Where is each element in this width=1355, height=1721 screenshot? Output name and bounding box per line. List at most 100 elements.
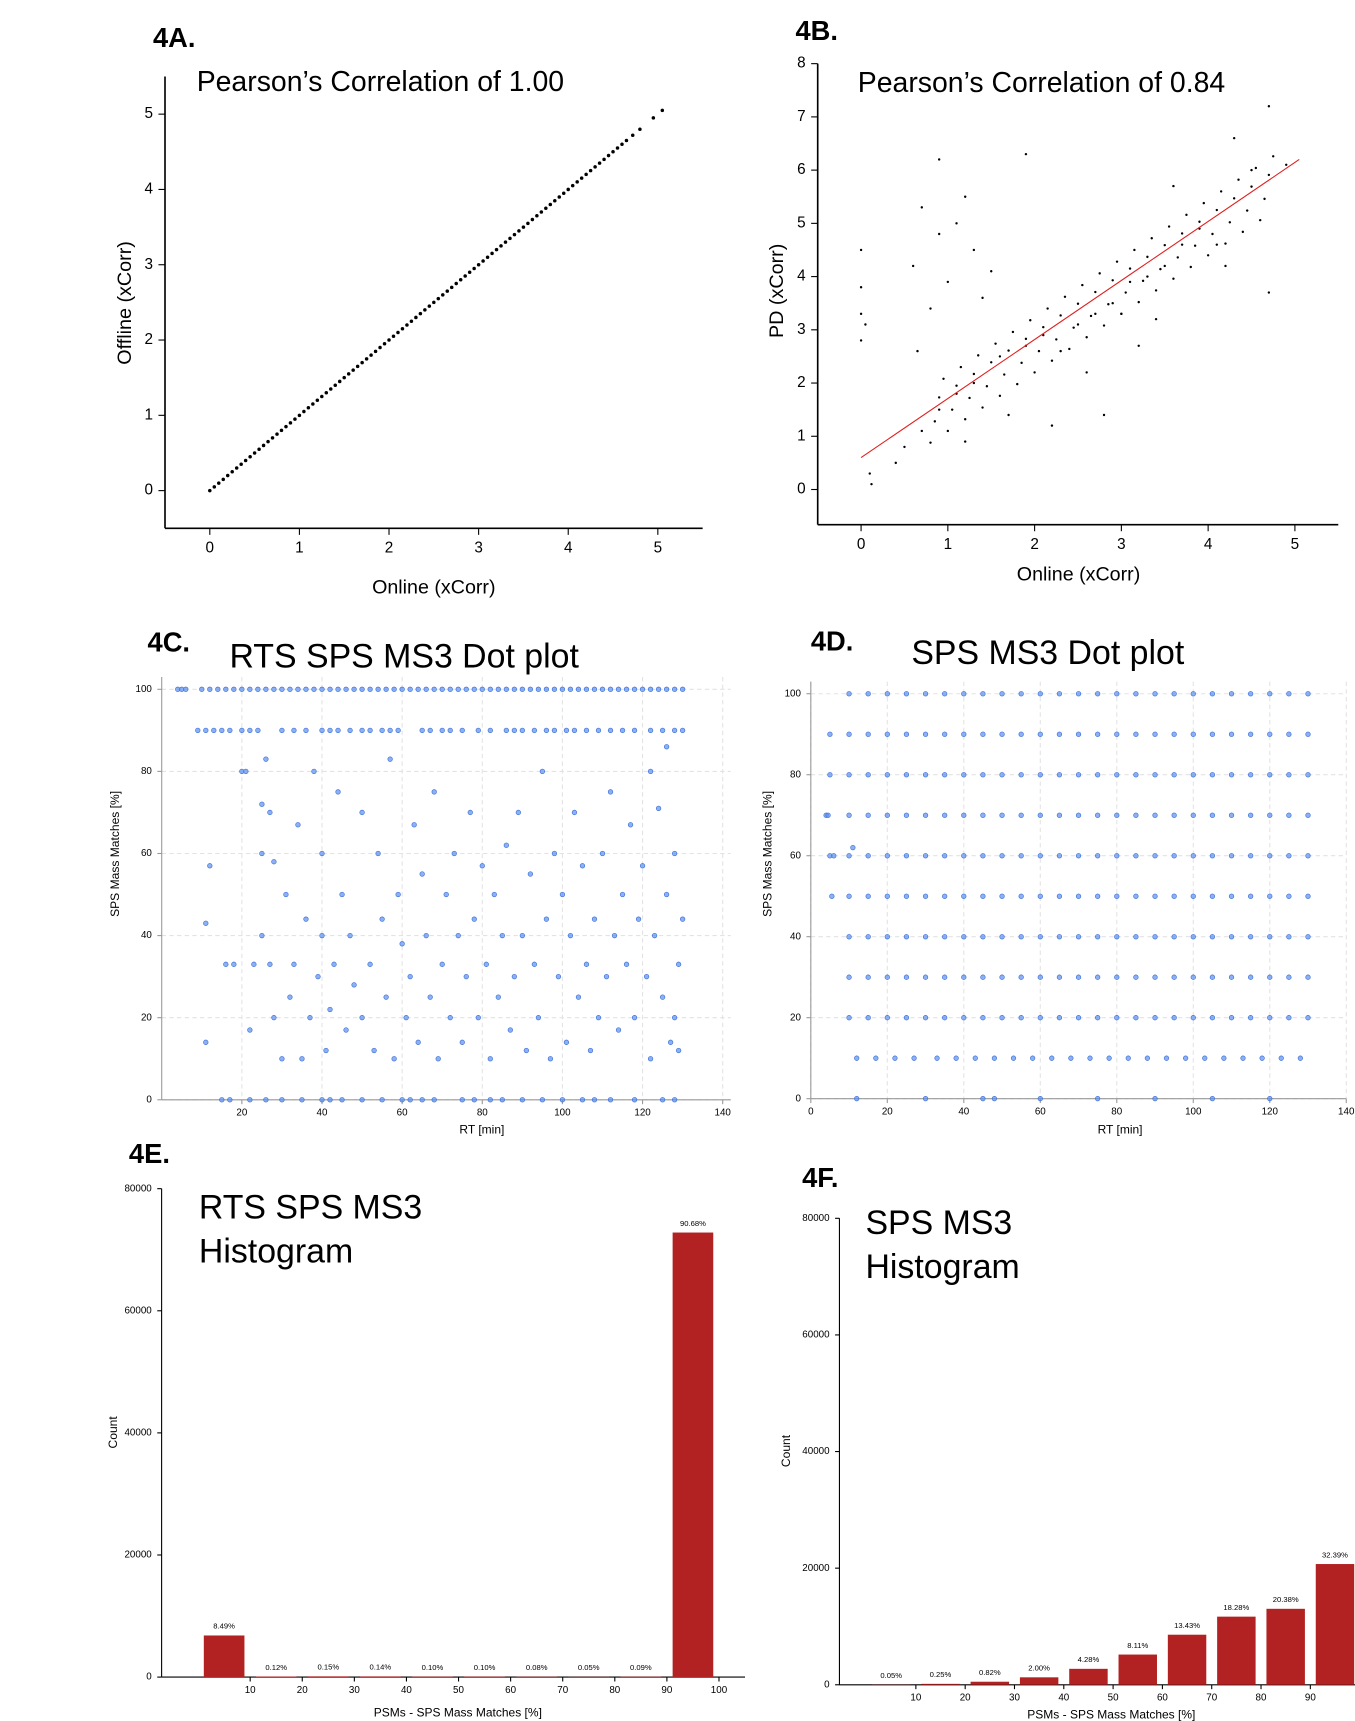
data-point — [495, 686, 501, 692]
data-point — [884, 812, 890, 818]
x-tick-label: 40 — [401, 1685, 412, 1696]
data-point — [263, 756, 269, 762]
data-point — [1190, 772, 1196, 778]
data-point — [521, 225, 526, 229]
data-point — [1146, 255, 1149, 259]
data-point — [463, 686, 469, 692]
y-axis-label: SPS Mass Matches [%] — [108, 791, 122, 917]
data-point — [427, 994, 433, 1000]
data-point — [1286, 691, 1292, 697]
data-point — [825, 812, 831, 818]
data-point — [476, 262, 481, 267]
bar-label: 0.14% — [370, 1663, 392, 1672]
data-point — [319, 850, 325, 857]
data-point — [415, 1039, 421, 1045]
data-point — [324, 390, 329, 395]
data-point — [517, 229, 521, 233]
data-point — [1095, 853, 1101, 859]
data-point — [1095, 974, 1101, 980]
data-point — [319, 1097, 325, 1103]
data-point — [503, 727, 509, 733]
data-point — [339, 1097, 345, 1103]
x-tick-label: 40 — [958, 1107, 969, 1118]
x-tick-label: 1 — [944, 536, 953, 553]
data-point — [603, 973, 610, 980]
data-point — [1037, 691, 1043, 697]
data-point — [1248, 772, 1254, 778]
data-point — [1183, 1055, 1189, 1061]
data-point — [660, 108, 665, 113]
data-point — [479, 863, 485, 869]
chart-title: RTS SPS MS3 — [199, 1188, 422, 1226]
data-point — [383, 686, 389, 692]
data-point — [1171, 853, 1177, 859]
data-point — [1059, 349, 1062, 353]
data-point — [423, 308, 427, 312]
data-point — [487, 727, 493, 733]
data-point — [942, 974, 948, 980]
data-point — [659, 994, 666, 1000]
x-tick-label: 60 — [1035, 1107, 1046, 1118]
data-point — [512, 232, 517, 237]
data-point — [445, 289, 450, 293]
x-tick-label: 10 — [910, 1693, 921, 1704]
data-point — [523, 1047, 529, 1054]
data-point — [320, 394, 324, 399]
data-point — [1152, 812, 1158, 818]
data-point — [1190, 691, 1196, 697]
data-point — [1033, 371, 1036, 374]
data-point — [379, 916, 385, 922]
data-point — [447, 727, 453, 733]
data-point — [584, 172, 588, 177]
data-point — [1224, 264, 1227, 268]
data-point — [563, 1039, 570, 1045]
data-point — [436, 296, 441, 301]
data-point — [575, 180, 579, 184]
data-point — [1095, 893, 1101, 899]
data-point — [630, 133, 635, 137]
data-point — [884, 772, 890, 778]
data-point — [937, 396, 941, 399]
data-point — [531, 961, 537, 967]
bar — [1118, 1654, 1157, 1685]
data-point — [595, 1015, 602, 1021]
data-point — [583, 961, 590, 967]
data-point — [311, 768, 317, 775]
x-tick-label: 140 — [715, 1108, 732, 1119]
x-axis-label: Online (xCorr) — [372, 576, 495, 598]
data-point — [1228, 1015, 1235, 1021]
data-point — [1152, 691, 1158, 697]
data-point — [467, 809, 473, 816]
data-point — [1285, 163, 1288, 167]
data-point — [1094, 312, 1097, 316]
data-point — [1163, 243, 1166, 247]
data-point — [1171, 974, 1177, 980]
data-point — [221, 477, 225, 482]
panel: 4D. SPS MS3 Dot plot RT [min] SPS Mass Matc… — [760, 625, 1355, 1136]
bar-label: 0.15% — [317, 1663, 339, 1672]
data-point — [991, 1096, 998, 1102]
x-axis-label: RT [min] — [459, 1123, 504, 1137]
data-point — [1072, 326, 1075, 329]
data-point — [1267, 934, 1273, 940]
x-tick-label: 90 — [661, 1685, 672, 1696]
bar-label: 13.43% — [1174, 1621, 1200, 1630]
y-tick-label: 0 — [146, 1094, 152, 1105]
data-point — [551, 850, 558, 857]
x-tick-label: 0 — [857, 536, 866, 553]
data-point — [903, 691, 910, 697]
data-point — [481, 259, 485, 263]
data-point — [270, 436, 275, 440]
data-point — [1056, 974, 1063, 980]
y-tick-label: 40 — [141, 930, 152, 941]
data-point — [195, 727, 201, 733]
data-point — [490, 251, 494, 256]
data-point — [1286, 974, 1292, 980]
data-point — [1171, 1015, 1177, 1021]
data-point — [391, 686, 397, 692]
data-point — [846, 812, 852, 818]
data-point — [271, 859, 277, 865]
data-point — [367, 961, 373, 967]
bar — [1315, 1564, 1355, 1685]
data-point — [1075, 1015, 1082, 1021]
